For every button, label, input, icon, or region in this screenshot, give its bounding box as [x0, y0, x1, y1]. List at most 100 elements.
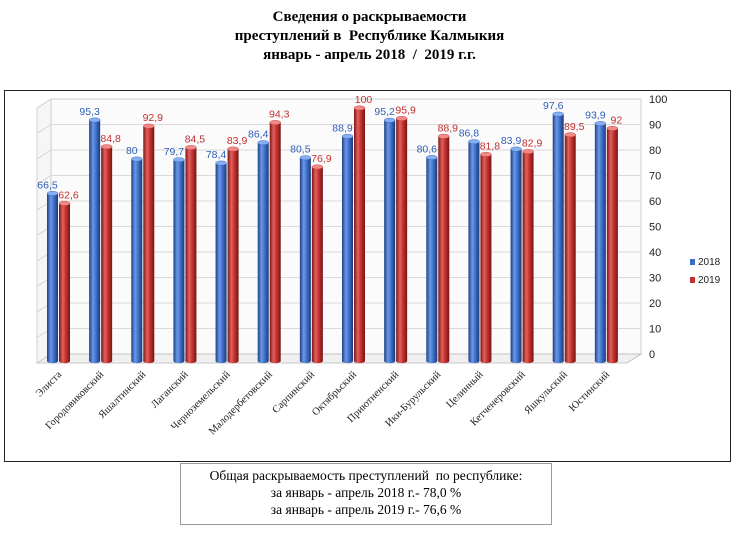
- bar-body: [215, 163, 227, 361]
- bar-body: [47, 193, 58, 361]
- chart-title: Сведения о раскрываемости преступлений в…: [0, 8, 739, 65]
- title-line-2: преступлений в Республике Калмыкия: [234, 28, 505, 44]
- bar-base: [396, 358, 408, 364]
- bar-top: [58, 200, 71, 206]
- gridline: [36, 98, 641, 109]
- legend-swatch-2018: [690, 259, 695, 265]
- bar-2019-11: [480, 152, 492, 364]
- data-label-2019: 94,3: [269, 109, 290, 121]
- bar-top: [269, 120, 281, 125]
- data-label-2018: 95,2: [374, 106, 395, 118]
- data-label-2018: 80,6: [417, 143, 438, 155]
- bar-2019-6: [269, 120, 281, 364]
- bar-2019-9: [395, 116, 408, 364]
- bar-body: [480, 154, 492, 361]
- bar-base: [564, 358, 576, 364]
- bar-2018-14: [594, 121, 607, 364]
- bar-base: [89, 358, 101, 364]
- data-label-2019: 82,9: [522, 138, 543, 150]
- bar-base: [342, 358, 353, 364]
- bar-2018-2: [88, 117, 101, 364]
- y-tick-label: 20: [649, 298, 661, 310]
- data-label-2019: 62,6: [58, 189, 79, 201]
- x-category-label: Яшкульский: [523, 369, 571, 417]
- bar-2018-9: [383, 117, 396, 364]
- bar-top: [299, 155, 312, 161]
- bar-2018-6: [257, 140, 269, 364]
- bar-2019-4: [185, 145, 197, 364]
- y-tick-label: 0: [649, 349, 655, 361]
- bar-chart: 66,562,695,384,88092,979,784,578,483,986…: [34, 94, 721, 437]
- data-label-2019: 83,9: [227, 135, 248, 147]
- data-label-2019: 88,9: [438, 122, 459, 134]
- bar-top: [353, 105, 366, 111]
- bar-top: [594, 121, 607, 126]
- bar-body: [552, 114, 564, 362]
- bar-body: [227, 149, 239, 361]
- data-label-2019: 100: [355, 94, 373, 106]
- data-label-2019: 92: [611, 114, 623, 126]
- data-label-2018: 80: [126, 145, 138, 157]
- bar-top: [395, 116, 408, 121]
- bar-base: [426, 358, 438, 364]
- bar-top: [131, 156, 143, 162]
- summary-box: Общая раскрываемость преступлений по рес…: [180, 463, 552, 525]
- bar-2019-13: [564, 132, 576, 364]
- x-category-label: Лаганский: [149, 369, 191, 411]
- bar-base: [173, 358, 185, 364]
- bar-top: [564, 132, 576, 138]
- bar-top: [522, 149, 534, 155]
- bar-top: [426, 155, 438, 160]
- bar-2019-1: [58, 200, 71, 364]
- bar-2018-12: [510, 146, 522, 364]
- bar-body: [468, 141, 480, 361]
- bar-2018-3: [131, 156, 143, 364]
- bar-base: [468, 358, 480, 364]
- data-label-2018: 93,9: [585, 110, 606, 122]
- data-label-2019: 92,9: [143, 112, 164, 124]
- bar-body: [173, 159, 185, 361]
- bar-top: [438, 133, 450, 139]
- bar-body: [89, 119, 101, 361]
- bar-2019-8: [353, 105, 366, 364]
- bar-top: [227, 146, 239, 152]
- bar-2018-1: [46, 191, 59, 364]
- bar-body: [131, 159, 143, 361]
- bar-body: [396, 118, 408, 361]
- legend-label-2018: 2018: [698, 257, 721, 268]
- bar-base: [269, 358, 281, 364]
- bar-base: [227, 358, 239, 364]
- bar-base: [47, 358, 58, 364]
- bar-body: [185, 147, 197, 361]
- bar-top: [606, 126, 619, 131]
- bar-top: [143, 123, 155, 129]
- bar-2019-10: [438, 133, 450, 364]
- bar-top: [185, 145, 197, 150]
- bar-2019-3: [143, 123, 155, 364]
- bar-top: [100, 144, 113, 150]
- bar-top: [468, 139, 480, 145]
- data-label-2019: 81,8: [480, 140, 501, 152]
- bar-base: [480, 358, 492, 364]
- legend-label-2019: 2019: [698, 275, 721, 286]
- bar-2018-13: [552, 111, 564, 364]
- bar-base: [143, 358, 155, 364]
- bar-body: [143, 126, 155, 361]
- bar-2018-5: [215, 160, 227, 364]
- chart-frame: 66,5 62,6 95,3 84,8 80 92,9 79,7 84,5 78,4 83,9 86…: [4, 90, 731, 462]
- bar-2018-8: [341, 133, 354, 364]
- bar-body: [384, 120, 396, 362]
- data-label-2018: 78,4: [206, 149, 227, 161]
- bar-base: [354, 358, 365, 364]
- bar-2019-7: [311, 164, 324, 364]
- data-label-2019: 84,8: [100, 133, 121, 145]
- y-tick-label: 100: [649, 94, 667, 106]
- bar-body: [438, 136, 450, 361]
- x-category-label: Элиста: [34, 369, 64, 399]
- bar-body: [522, 151, 534, 361]
- summary-line-2: за январь - апрель 2018 г.- 78,0 %: [270, 485, 462, 500]
- y-tick-label: 40: [649, 247, 661, 259]
- summary-line-1: Общая раскрываемость преступлений по рес…: [209, 468, 523, 483]
- bar-base: [552, 358, 564, 364]
- bar-base: [522, 358, 534, 364]
